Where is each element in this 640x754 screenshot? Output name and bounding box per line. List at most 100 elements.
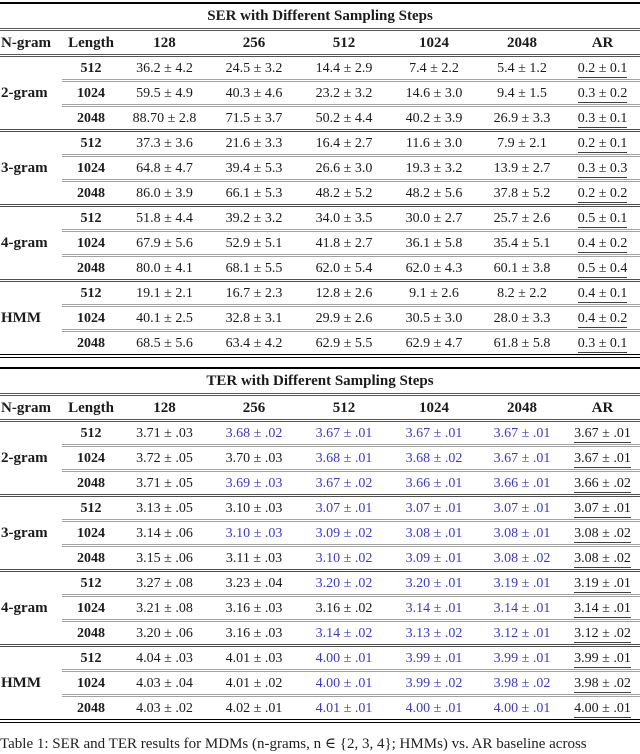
table-title: SER with Different Sampling Steps xyxy=(0,3,640,31)
ar-value-underlined: 0.2 ± 0.2 xyxy=(577,185,628,205)
value-cell: 21.6 ± 3.3 xyxy=(209,129,299,156)
ngram-group-label: 2-gram xyxy=(1,84,48,101)
value-cell: 14.4 ± 2.9 xyxy=(315,60,373,76)
value-cell: 3.08 ± .01 xyxy=(479,519,565,546)
length-cell: 2048 xyxy=(62,544,120,571)
value-cell: 68.1 ± 5.5 xyxy=(209,254,299,281)
value-cell: 13.9 ± 2.7 xyxy=(479,154,565,181)
table-row: 2-gram 512 36.2 ± 4.2 24.5 ± 3.2 14.4 ± 2.9 7… xyxy=(0,56,640,101)
column-header-512: 512 xyxy=(299,394,389,422)
value-cell: 3.69 ± .03 xyxy=(209,469,299,496)
value-cell: 8.2 ± 2.2 xyxy=(479,279,565,306)
ar-value-underlined: 3.12 ± .02 xyxy=(574,625,631,645)
value-cell: 7.4 ± 2.2 xyxy=(409,60,459,76)
ar-cell: 3.14 ± .01 xyxy=(565,594,640,621)
value-cell: 48.2 ± 5.2 xyxy=(299,179,389,206)
column-header-128: 128 xyxy=(120,29,209,57)
ar-value-underlined: 0.2 ± 0.1 xyxy=(577,135,628,155)
ngram-group-label: 2-gram xyxy=(1,449,48,466)
ar-value-underlined: 0.5 ± 0.4 xyxy=(577,260,628,280)
value-cell: 16.7 ± 2.3 xyxy=(209,279,299,306)
value-cell: 4.04 ± .03 xyxy=(120,644,209,671)
ter-results-table: TER with Different Sampling Steps N-gram L… xyxy=(0,367,640,723)
length-cell: 2048 xyxy=(62,104,120,131)
value-cell: 37.3 ± 3.6 xyxy=(120,129,209,156)
value-cell: 11.6 ± 3.0 xyxy=(389,129,479,156)
ar-cell: 0.4 ± 0.1 xyxy=(565,279,640,306)
ar-cell: 4.00 ± .01 xyxy=(565,694,640,721)
value-cell: 4.00 ± .01 xyxy=(389,694,479,721)
column-header-n-gram: N-gram xyxy=(0,394,62,422)
value-cell: 3.99 ± .01 xyxy=(389,644,479,671)
table-title: TER with Different Sampling Steps xyxy=(0,368,640,396)
value-cell: 5.4 ± 1.2 xyxy=(497,60,547,76)
value-cell: 9.4 ± 1.5 xyxy=(479,79,565,106)
value-cell: 80.0 ± 4.1 xyxy=(120,254,209,281)
column-header-2048: 2048 xyxy=(479,29,565,57)
value-cell: 3.70 ± .03 xyxy=(209,444,299,471)
table-row: 1024 67.9 ± 5.6 52.9 ± 5.1 41.8 ± 2.7 36.1 ±… xyxy=(0,229,640,256)
value-cell: 40.1 ± 2.5 xyxy=(120,304,209,331)
value-cell: 3.14 ± .02 xyxy=(299,619,389,646)
value-cell: 64.8 ± 4.7 xyxy=(120,154,209,181)
ar-cell: 0.2 ± 0.2 xyxy=(565,179,640,206)
length-cell: 1024 xyxy=(62,229,120,256)
value-cell: 23.2 ± 3.2 xyxy=(299,79,389,106)
value-cell: 4.03 ± .04 xyxy=(120,669,209,696)
value-cell: 3.07 ± .01 xyxy=(479,494,565,521)
value-cell: 3.16 ± .03 xyxy=(209,594,299,621)
value-cell: 30.0 ± 2.7 xyxy=(389,204,479,231)
ngram-group-label: HMM xyxy=(0,644,62,721)
ar-cell: 3.67 ± .01 xyxy=(565,444,640,471)
value-cell: 3.23 ± .04 xyxy=(209,569,299,596)
value-cell: 62.9 ± 4.7 xyxy=(389,329,479,356)
value-cell: 52.9 ± 5.1 xyxy=(209,229,299,256)
ar-value-underlined: 4.00 ± .01 xyxy=(574,700,631,720)
value-cell: 4.01 ± .03 xyxy=(209,644,299,671)
length-cell: 1024 xyxy=(62,444,120,471)
table-row: 1024 40.1 ± 2.5 32.8 ± 3.1 29.9 ± 2.6 30.5 ±… xyxy=(0,304,640,331)
table-row: 2048 4.03 ± .02 4.02 ± .01 4.01 ± .01 4.00 ±… xyxy=(0,694,640,721)
column-header-ar: AR xyxy=(565,29,640,57)
table-row: 1024 3.72 ± .05 3.70 ± .03 3.68 ± .01 3.68 ±… xyxy=(0,444,640,471)
table-row: 2048 3.15 ± .06 3.11 ± .03 3.10 ± .02 3.09 ±… xyxy=(0,544,640,571)
value-cell: 26.9 ± 3.3 xyxy=(479,104,565,131)
value-cell: 3.71 ± .05 xyxy=(120,469,209,496)
ar-value-underlined: 3.14 ± .01 xyxy=(574,600,631,620)
value-cell: 28.0 ± 3.3 xyxy=(479,304,565,331)
value-cell: 3.66 ± .01 xyxy=(479,469,565,496)
table-row: 2048 88.70 ± 2.8 71.5 ± 3.7 50.2 ± 4.4 40.2 … xyxy=(0,104,640,131)
value-cell: 3.72 ± .05 xyxy=(120,444,209,471)
ar-cell: 0.2 ± 0.1 xyxy=(565,56,640,81)
value-cell: 3.10 ± .02 xyxy=(299,544,389,571)
value-cell: 39.2 ± 3.2 xyxy=(209,204,299,231)
value-cell: 26.6 ± 3.0 xyxy=(299,154,389,181)
ar-value-underlined: 0.2 ± 0.1 xyxy=(577,60,628,80)
ar-value-underlined: 0.4 ± 0.1 xyxy=(577,285,628,305)
ar-cell: 0.2 ± 0.1 xyxy=(565,129,640,156)
ar-value-underlined: 0.3 ± 0.3 xyxy=(577,160,628,180)
value-cell: 3.68 ± .02 xyxy=(389,444,479,471)
table-row: HMM 512 19.1 ± 2.1 16.7 ± 2.3 12.8 ± 2.6 9.1 … xyxy=(0,279,640,356)
table-row: 3-gram 512 3.13 ± .05 3.10 ± .03 3.07 ± .01 3… xyxy=(0,494,640,571)
value-cell: 36.2 ± 4.2 xyxy=(136,60,193,76)
results-tables-container: SER with Different Sampling Steps N-gram L… xyxy=(0,2,640,723)
value-cell: 71.5 ± 3.7 xyxy=(209,104,299,131)
value-cell: 35.4 ± 5.1 xyxy=(479,229,565,256)
table-row: 2048 68.5 ± 5.6 63.4 ± 4.2 62.9 ± 5.5 62.9 ±… xyxy=(0,329,640,356)
value-cell: 36.1 ± 5.8 xyxy=(389,229,479,256)
ngram-group-label: 3-gram xyxy=(0,494,62,571)
ar-cell: 0.5 ± 0.4 xyxy=(565,254,640,281)
value-cell: 29.9 ± 2.6 xyxy=(299,304,389,331)
value-cell: 3.10 ± .03 xyxy=(209,519,299,546)
length-cell: 2048 xyxy=(62,329,120,356)
ar-value-underlined: 3.98 ± .02 xyxy=(574,675,631,695)
value-cell: 3.09 ± .02 xyxy=(299,519,389,546)
value-cell: 3.67 ± .02 xyxy=(299,469,389,496)
ar-value-underlined: 0.3 ± 0.2 xyxy=(577,85,628,105)
length-cell: 2048 xyxy=(62,694,120,721)
ngram-group-label: 3-gram xyxy=(0,129,62,206)
length-cell: 2048 xyxy=(62,179,120,206)
value-cell: 19.1 ± 2.1 xyxy=(120,279,209,306)
value-cell: 3.13 ± .02 xyxy=(389,619,479,646)
